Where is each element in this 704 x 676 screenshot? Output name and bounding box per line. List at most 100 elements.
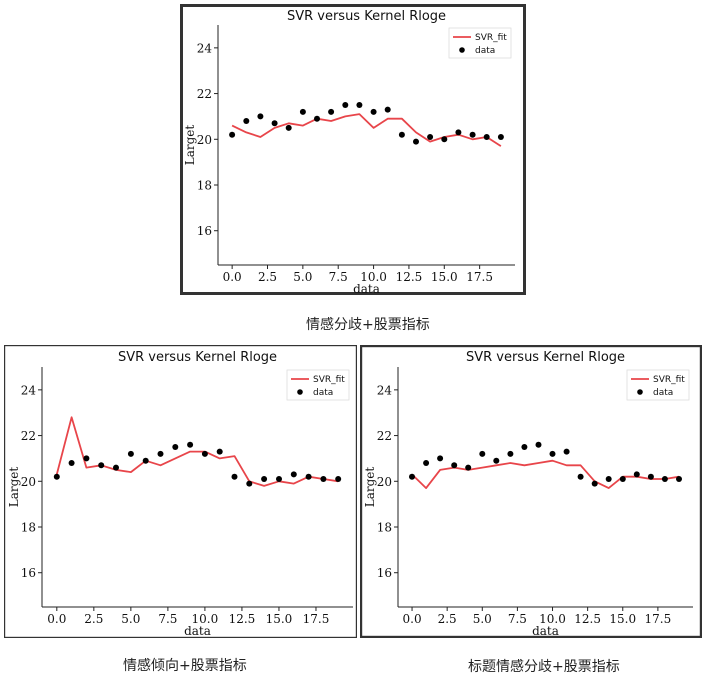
data-point [113, 464, 119, 471]
data-point [633, 471, 640, 478]
data-point [231, 473, 238, 480]
x-tick-label: 5.0 [293, 270, 312, 284]
data-point [661, 476, 668, 482]
data-point [229, 131, 236, 138]
legend-label-svr-fit: SVR_fit [475, 33, 507, 43]
y-tick-label: 20 [21, 475, 36, 489]
x-tick-label: 10.0 [192, 612, 219, 626]
legend-box [626, 369, 690, 401]
data-point [455, 129, 462, 136]
y-tick-label: 22 [21, 429, 36, 443]
data-point [246, 480, 253, 487]
data-point [356, 102, 363, 108]
legend-swatch-data [637, 389, 643, 395]
chart-title: SVR versus Kernel Rloge [287, 9, 446, 24]
data-point [398, 131, 405, 138]
data-point [342, 102, 349, 108]
data-point [68, 460, 75, 466]
data-point [328, 108, 335, 115]
chart-svg: SVR versus Kernel Rloge 16 18 20 22 24 0.0 2.5 5… [360, 345, 702, 638]
chart-title: SVR versus Kernel Rloge [118, 350, 277, 365]
data-point [276, 476, 282, 482]
data-point [201, 450, 208, 457]
data-point [142, 457, 149, 464]
x-tick-label: 12.5 [229, 612, 256, 626]
data-point [465, 464, 472, 471]
x-tick-label: 7.5 [329, 270, 348, 284]
data-point [427, 134, 434, 140]
data-point [98, 462, 105, 469]
x-tick-label: 15.0 [609, 612, 636, 626]
legend-box [286, 369, 350, 401]
data-point [53, 473, 60, 480]
data-point [409, 473, 415, 480]
data-point [413, 138, 419, 145]
y-tick-label: 22 [377, 429, 392, 443]
legend-swatch-data [459, 47, 465, 53]
data-point [314, 115, 320, 122]
x-tick-label: 2.5 [258, 270, 277, 284]
data-point [479, 450, 486, 457]
data-point [423, 460, 430, 466]
x-tick-label: 17.5 [645, 612, 672, 626]
y-tick-label: 20 [197, 133, 212, 147]
x-tick-label: 5.0 [121, 612, 140, 626]
x-tick-label: 0.0 [47, 612, 66, 626]
data-point [257, 113, 264, 120]
x-axis-label: data [353, 282, 380, 295]
y-tick-label: 16 [21, 566, 36, 580]
y-tick-label: 20 [377, 475, 392, 489]
x-tick-label: 10.0 [360, 270, 387, 284]
x-tick-label: 0.0 [223, 270, 242, 284]
chart-svg: SVR versus Kernel Rloge 16 18 20 22 24 0.0 2.5 5… [180, 4, 526, 295]
legend-label-data: data [653, 388, 673, 398]
y-axis-label: Larget [7, 467, 21, 508]
y-tick-label: 24 [21, 383, 37, 397]
y-axis-label: Larget [183, 125, 197, 166]
legend-label-data: data [313, 388, 333, 398]
data-point [384, 106, 391, 113]
data-point [437, 455, 444, 462]
chart-panel-1: SVR versus Kernel Rloge 16 18 20 22 24 0.0 2.5 5… [180, 4, 526, 295]
data-point [605, 476, 612, 482]
data-point [535, 441, 542, 448]
y-axis-label: Larget [363, 467, 377, 508]
data-point [127, 450, 134, 457]
legend-label-data: data [475, 46, 495, 56]
x-tick-label: 15.0 [431, 270, 458, 284]
chart-caption: 标题情感分歧+股票指标 [468, 659, 620, 675]
data-point [305, 473, 312, 480]
series-line-svr-fit [231, 113, 502, 147]
data-point [619, 476, 626, 482]
data-point [591, 480, 598, 487]
data-point [216, 448, 223, 455]
data-point [370, 108, 377, 115]
legend-swatch-data [297, 389, 303, 395]
data-point [469, 131, 476, 138]
data-point [172, 444, 179, 450]
data-point [647, 473, 654, 480]
data-point [521, 444, 528, 450]
y-tick-label: 16 [377, 566, 392, 580]
y-tick-label: 18 [21, 521, 36, 535]
data-point [285, 124, 292, 131]
x-tick-label: 15.0 [266, 612, 293, 626]
data-point [299, 108, 306, 115]
chart-panel-2: SVR versus Kernel Rloge 16 18 20 22 24 0.0 2.5 5… [4, 345, 357, 638]
y-tick-label: 16 [197, 224, 212, 238]
data-point [243, 118, 250, 124]
x-tick-label: 7.5 [158, 612, 177, 626]
x-tick-label: 10.0 [539, 612, 566, 626]
data-point [441, 136, 448, 143]
y-tick-label: 22 [197, 87, 212, 101]
chart-panel-3: SVR versus Kernel Rloge 16 18 20 22 24 0.0 2.5 5… [360, 345, 702, 638]
data-point [493, 457, 500, 464]
data-point [483, 134, 490, 140]
x-tick-label: 17.5 [466, 270, 493, 284]
legend-label-svr-fit: SVR_fit [313, 375, 345, 385]
x-tick-label: 5.0 [473, 612, 492, 626]
x-tick-label: 7.5 [508, 612, 527, 626]
x-tick-label: 12.5 [396, 270, 423, 284]
data-point [335, 476, 342, 482]
y-tick-label: 24 [197, 41, 213, 55]
